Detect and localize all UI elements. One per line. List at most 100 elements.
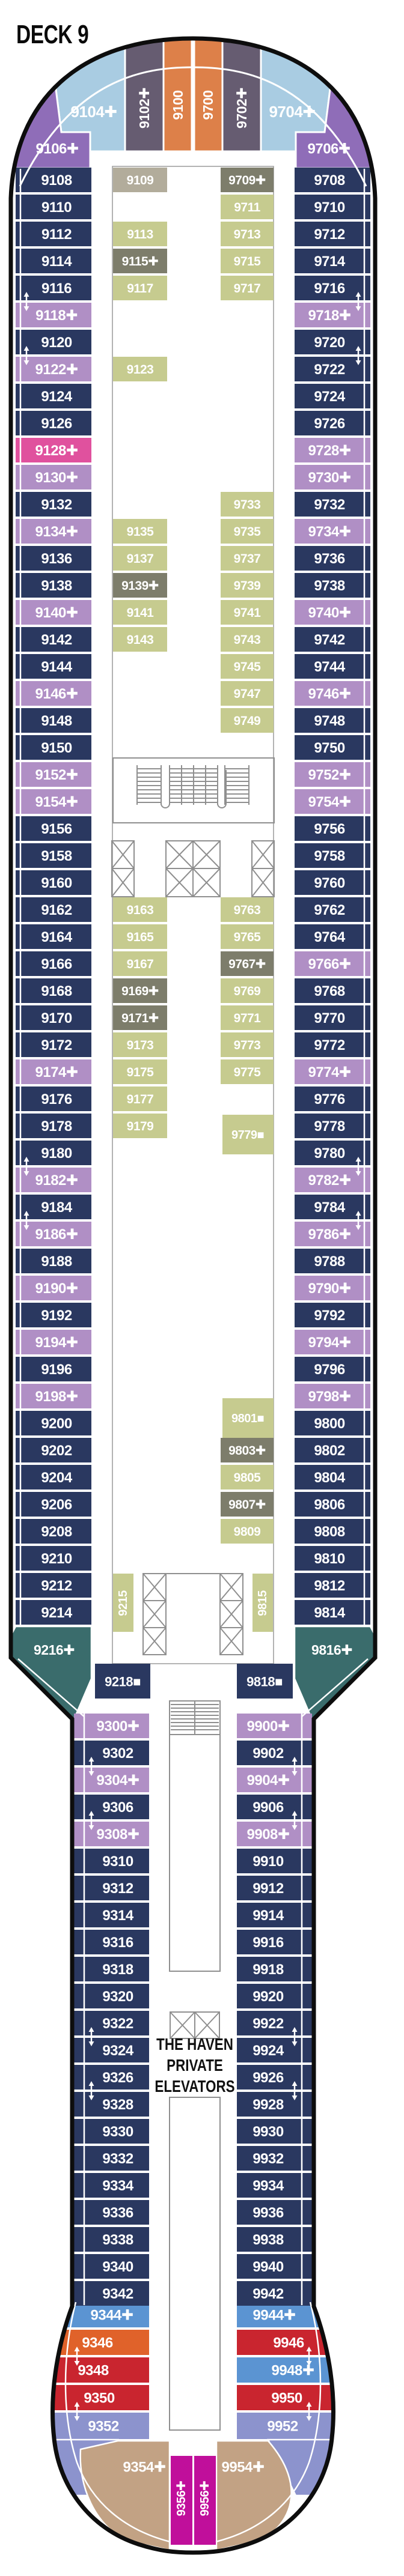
- cabin-9320[interactable]: 9320: [74, 1984, 149, 2008]
- cabin-9312[interactable]: 9312: [74, 1876, 149, 1900]
- cabin-9920[interactable]: 9920: [237, 1984, 312, 2008]
- cabin-9938[interactable]: 9938: [237, 2227, 312, 2252]
- cabin-9124[interactable]: 9124: [16, 384, 91, 408]
- cabin-9143[interactable]: 9143: [113, 627, 167, 652]
- cabin-9816[interactable]: [293, 1625, 384, 1723]
- cabin-9776[interactable]: 9776: [295, 1086, 370, 1111]
- cabin-9141[interactable]: 9141: [113, 600, 167, 625]
- cabin-9750[interactable]: 9750: [295, 735, 370, 760]
- cabin-9773[interactable]: 9773: [221, 1032, 274, 1057]
- cabin-9758[interactable]: 9758: [295, 843, 370, 868]
- cabin-9745[interactable]: 9745: [221, 654, 274, 679]
- cabin-9306[interactable]: 9306: [74, 1795, 149, 1819]
- cabin-9175[interactable]: 9175: [113, 1059, 167, 1084]
- cabin-9330[interactable]: 9330: [74, 2119, 149, 2144]
- cabin-9348[interactable]: [53, 2357, 149, 2383]
- cabin-9117[interactable]: 9117: [113, 276, 167, 300]
- cabin-9123[interactable]: 9123: [113, 357, 167, 381]
- cabin-9904[interactable]: 9904✚: [237, 1768, 312, 1792]
- cabin-9138[interactable]: 9138: [16, 573, 91, 598]
- cabin-9771[interactable]: 9771: [221, 1005, 274, 1030]
- cabin-9809[interactable]: 9809: [221, 1519, 274, 1544]
- cabin-9800[interactable]: 9800: [295, 1411, 370, 1435]
- cabin-9110[interactable]: 9110: [16, 195, 91, 219]
- cabin-9769[interactable]: 9769: [221, 978, 274, 1003]
- cabin-9190[interactable]: 9190✚: [16, 1276, 91, 1300]
- cabin-9806[interactable]: 9806: [295, 1492, 370, 1517]
- cabin-9737[interactable]: 9737: [221, 546, 274, 571]
- cabin-9150[interactable]: 9150: [16, 735, 91, 760]
- cabin-9926[interactable]: 9926: [237, 2065, 312, 2090]
- cabin-9334[interactable]: 9334: [74, 2173, 149, 2198]
- cabin-9716[interactable]: 9716: [295, 276, 370, 300]
- cabin-9146[interactable]: 9146✚: [16, 681, 91, 706]
- cabin-9140[interactable]: 9140✚: [16, 600, 91, 625]
- cabin-9126[interactable]: 9126: [16, 411, 91, 435]
- cabin-9790[interactable]: 9790✚: [295, 1276, 370, 1300]
- cabin-9167[interactable]: 9167: [113, 951, 167, 976]
- cabin-9739[interactable]: 9739: [221, 573, 274, 598]
- cabin-9328[interactable]: 9328: [74, 2092, 149, 2117]
- cabin-9784[interactable]: 9784: [295, 1195, 370, 1219]
- cabin-9740[interactable]: 9740✚: [295, 600, 370, 625]
- cabin-9775[interactable]: 9775: [221, 1059, 274, 1084]
- cabin-9204[interactable]: 9204: [16, 1465, 91, 1490]
- cabin-9711[interactable]: 9711: [221, 195, 274, 219]
- cabin-9314[interactable]: 9314: [74, 1903, 149, 1927]
- cabin-9763[interactable]: 9763: [221, 897, 274, 922]
- cabin-9717[interactable]: 9717: [221, 276, 274, 300]
- cabin-9179[interactable]: 9179: [113, 1114, 167, 1138]
- cabin-9168[interactable]: 9168: [16, 978, 91, 1003]
- cabin-9198[interactable]: 9198✚: [16, 1384, 91, 1408]
- cabin-9162[interactable]: 9162: [16, 897, 91, 922]
- cabin-9765[interactable]: 9765: [221, 924, 274, 949]
- cabin-9308[interactable]: 9308✚: [74, 1822, 149, 1846]
- cabin-9934[interactable]: 9934: [237, 2173, 312, 2198]
- cabin-9749[interactable]: 9749: [221, 708, 274, 733]
- cabin-9752[interactable]: 9752✚: [295, 762, 370, 787]
- cabin-9115[interactable]: 9115✚: [113, 249, 167, 273]
- cabin-9300[interactable]: 9300✚: [74, 1714, 149, 1738]
- cabin-9116[interactable]: 9116: [16, 276, 91, 300]
- cabin-9326[interactable]: 9326: [74, 2065, 149, 2090]
- cabin-9354[interactable]: [79, 2440, 171, 2551]
- cabin-9154[interactable]: 9154✚: [16, 789, 91, 814]
- cabin-9710[interactable]: 9710: [295, 195, 370, 219]
- cabin-9802[interactable]: 9802: [295, 1438, 370, 1462]
- cabin-9130[interactable]: 9130✚: [16, 465, 91, 489]
- cabin-9814[interactable]: 9814: [295, 1600, 370, 1625]
- cabin-9794[interactable]: 9794✚: [295, 1330, 370, 1354]
- cabin-9172[interactable]: 9172: [16, 1032, 91, 1057]
- cabin-9936[interactable]: 9936: [237, 2200, 312, 2225]
- cabin-9200[interactable]: 9200: [16, 1411, 91, 1435]
- cabin-9738[interactable]: 9738: [295, 573, 370, 598]
- cabin-9156[interactable]: 9156: [16, 816, 91, 841]
- cabin-9169[interactable]: 9169✚: [113, 978, 167, 1003]
- cabin-9310[interactable]: 9310: [74, 1849, 149, 1873]
- cabin-9918[interactable]: 9918: [237, 1957, 312, 1981]
- cabin-9171[interactable]: 9171✚: [113, 1005, 167, 1030]
- cabin-9350[interactable]: [53, 2385, 149, 2410]
- cabin-9174[interactable]: 9174✚: [16, 1059, 91, 1084]
- cabin-9772[interactable]: 9772: [295, 1032, 370, 1057]
- cabin-9756[interactable]: 9756: [295, 816, 370, 841]
- cabin-9176[interactable]: 9176: [16, 1086, 91, 1111]
- cabin-9340[interactable]: 9340: [74, 2254, 149, 2279]
- cabin-9114[interactable]: 9114: [16, 249, 91, 273]
- cabin-9733[interactable]: 9733: [221, 492, 274, 517]
- cabin-9818[interactable]: 9818■: [237, 1664, 293, 1699]
- cabin-9768[interactable]: 9768: [295, 978, 370, 1003]
- cabin-9158[interactable]: 9158: [16, 843, 91, 868]
- cabin-9148[interactable]: 9148: [16, 708, 91, 733]
- cabin-9788[interactable]: 9788: [295, 1249, 370, 1273]
- cabin-9196[interactable]: 9196: [16, 1357, 91, 1381]
- cabin-9316[interactable]: 9316: [74, 1930, 149, 1954]
- cabin-9324[interactable]: 9324: [74, 2038, 149, 2062]
- cabin-9803[interactable]: 9803✚: [221, 1438, 274, 1462]
- cabin-9336[interactable]: 9336: [74, 2200, 149, 2225]
- cabin-9778[interactable]: 9778: [295, 1114, 370, 1138]
- cabin-9924[interactable]: 9924: [237, 2038, 312, 2062]
- cabin-9732[interactable]: 9732: [295, 492, 370, 517]
- cabin-9718[interactable]: 9718✚: [295, 303, 370, 327]
- cabin-9792[interactable]: 9792: [295, 1303, 370, 1327]
